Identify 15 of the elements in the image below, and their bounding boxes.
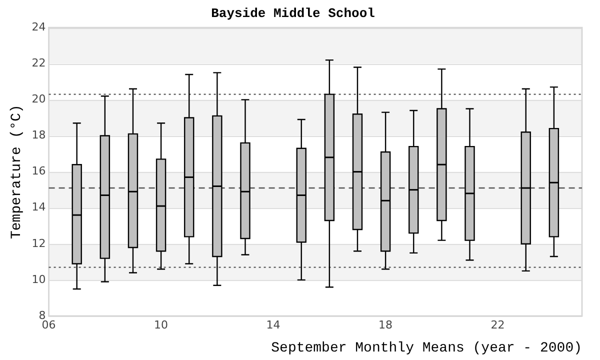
x-tick-label: 22 <box>490 318 505 332</box>
x-tick-label: 14 <box>266 318 280 332</box>
y-tick-label: 12 <box>32 236 46 250</box>
y-tick-label: 20 <box>32 92 46 106</box>
y-tick-label: 18 <box>32 128 46 142</box>
x-tick-label: 18 <box>378 318 393 332</box>
y-tick-label: 22 <box>32 56 46 70</box>
y-tick-label: 24 <box>32 20 46 34</box>
x-axis-title: September Monthly Means (year - 2000) <box>271 340 582 356</box>
y-tick-label: 14 <box>32 200 46 214</box>
chart-title: Bayside Middle School <box>211 6 376 22</box>
y-axis-title: Temperature (°C) <box>9 104 26 240</box>
y-tick-label: 10 <box>32 272 46 286</box>
y-tick-label: 16 <box>32 164 46 178</box>
x-tick-label: 10 <box>154 318 168 332</box>
